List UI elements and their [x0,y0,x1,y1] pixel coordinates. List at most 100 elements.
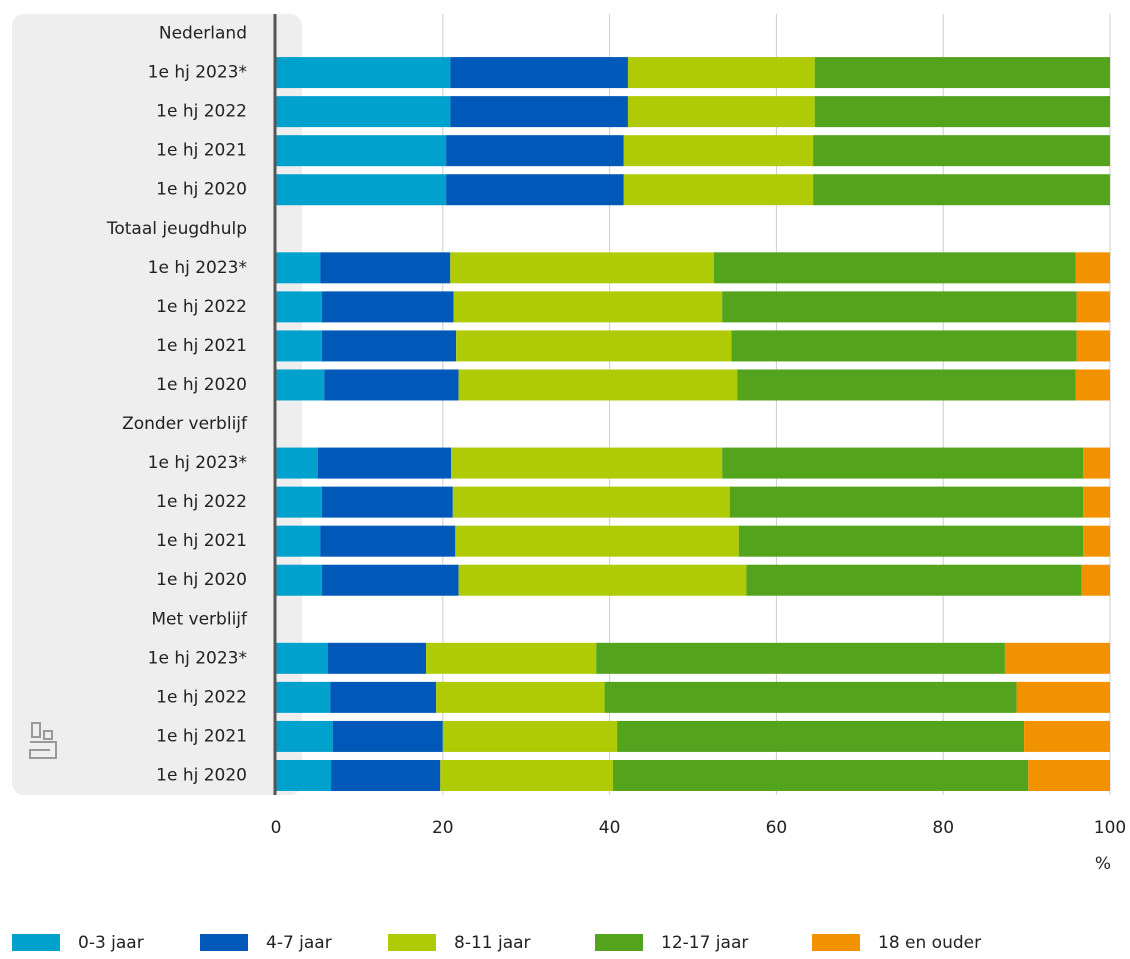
bar-segment [446,174,624,206]
bar-segment [623,135,814,167]
y-tick-label: 1e hj 2020 [156,180,247,200]
bar-segment [1028,759,1110,791]
bar-segment [436,681,605,713]
bar-segment [458,369,738,401]
bar-segment [617,720,1025,752]
bar-segment [450,252,714,284]
y-tick-label: 1e hj 2021 [156,531,247,551]
bar-segment [320,252,451,284]
bar-segment [1083,447,1110,479]
bar-segment [627,57,815,89]
bar-segment [1081,564,1110,596]
y-tick-label: 1e hj 2021 [156,726,247,746]
bar-segment [440,759,613,791]
bar-segment [814,96,1110,128]
bar-segment [321,486,453,518]
bar-segment [276,759,332,791]
bar-segment [276,330,322,362]
bar-segment [320,525,456,557]
bar-segment [321,330,457,362]
bar-segment [331,759,441,791]
bar-segment [813,174,1110,206]
bar-segment [451,447,723,479]
bar-segment [455,525,739,557]
y-tick-label: 1e hj 2022 [156,687,247,707]
logo [29,722,57,759]
x-tick-label: 80 [932,818,954,838]
bar-segment [722,447,1084,479]
legend-swatch [12,934,60,951]
bar-segment [276,525,321,557]
legend-label: 0-3 jaar [78,933,144,953]
legend-label: 4-7 jaar [266,933,332,953]
y-tick-label: 1e hj 2023* [148,258,247,278]
bar-segment [450,57,628,89]
x-tick-label: 0 [271,818,282,838]
bar-segment [604,681,1017,713]
y-tick-label: 1e hj 2020 [156,375,247,395]
bar-segment [276,252,321,284]
legend-label: 8-11 jaar [454,933,531,953]
bar-segment [324,369,459,401]
y-tick-label: 1e hj 2022 [156,102,247,122]
x-tick-label: 20 [432,818,454,838]
legend-swatch [388,934,436,951]
bar-segment [321,291,454,323]
bar-segment [321,564,459,596]
bar-segment [276,57,451,89]
bar-segment [713,252,1076,284]
bar-segment [276,681,331,713]
bar-segment [276,369,325,401]
y-tick-label: Totaal jeugdhulp [106,219,247,239]
y-tick-label: 1e hj 2023* [148,63,247,83]
bar-segment [596,642,1005,674]
bar-segment [1076,330,1110,362]
bar-segment [276,291,322,323]
bar-segment [442,720,618,752]
legend-label: 12-17 jaar [661,933,748,953]
bar-segment [276,135,447,167]
y-tick-label: Nederland [159,24,247,44]
x-tick-label: 40 [599,818,621,838]
x-axis-unit: % [1095,854,1111,874]
bar-segment [746,564,1082,596]
y-tick-label: 1e hj 2022 [156,297,247,317]
bar-segment [317,447,452,479]
bar-segment [1024,720,1110,752]
legend-swatch [200,934,248,951]
y-tick-label: 1e hj 2023* [148,648,247,668]
y-tick-label: 1e hj 2021 [156,141,247,161]
bar-segment [276,642,328,674]
bar-segment [276,96,451,128]
bar-segment [450,96,628,128]
bar-segment [276,564,322,596]
bar-segment [426,642,597,674]
bar-segment [456,330,732,362]
y-tick-label: 1e hj 2020 [156,765,247,785]
bar-segment [452,486,730,518]
bar-segment [330,681,437,713]
bar-segment [276,486,322,518]
x-tick-label: 100 [1094,818,1126,838]
bar-segment [276,720,333,752]
bar-segment [623,174,814,206]
bar-segment [276,174,447,206]
y-tick-label: Zonder verblijf [122,414,248,434]
bar-segment [1076,291,1110,323]
legend-swatch [812,934,860,951]
bar-segment [446,135,624,167]
legend-swatch [595,934,643,951]
bar-segment [627,96,815,128]
bar-segment [814,57,1110,89]
bar-segment [332,720,443,752]
bar-segment [737,369,1076,401]
y-tick-label: Met verblijf [151,609,248,629]
legend-label: 18 en ouder [878,933,981,953]
y-tick-label: 1e hj 2023* [148,453,247,473]
y-tick-label: 1e hj 2022 [156,492,247,512]
bar-segment [722,291,1077,323]
y-tick-label: 1e hj 2020 [156,570,247,590]
bar-segment [458,564,747,596]
bar-segment [1083,525,1110,557]
